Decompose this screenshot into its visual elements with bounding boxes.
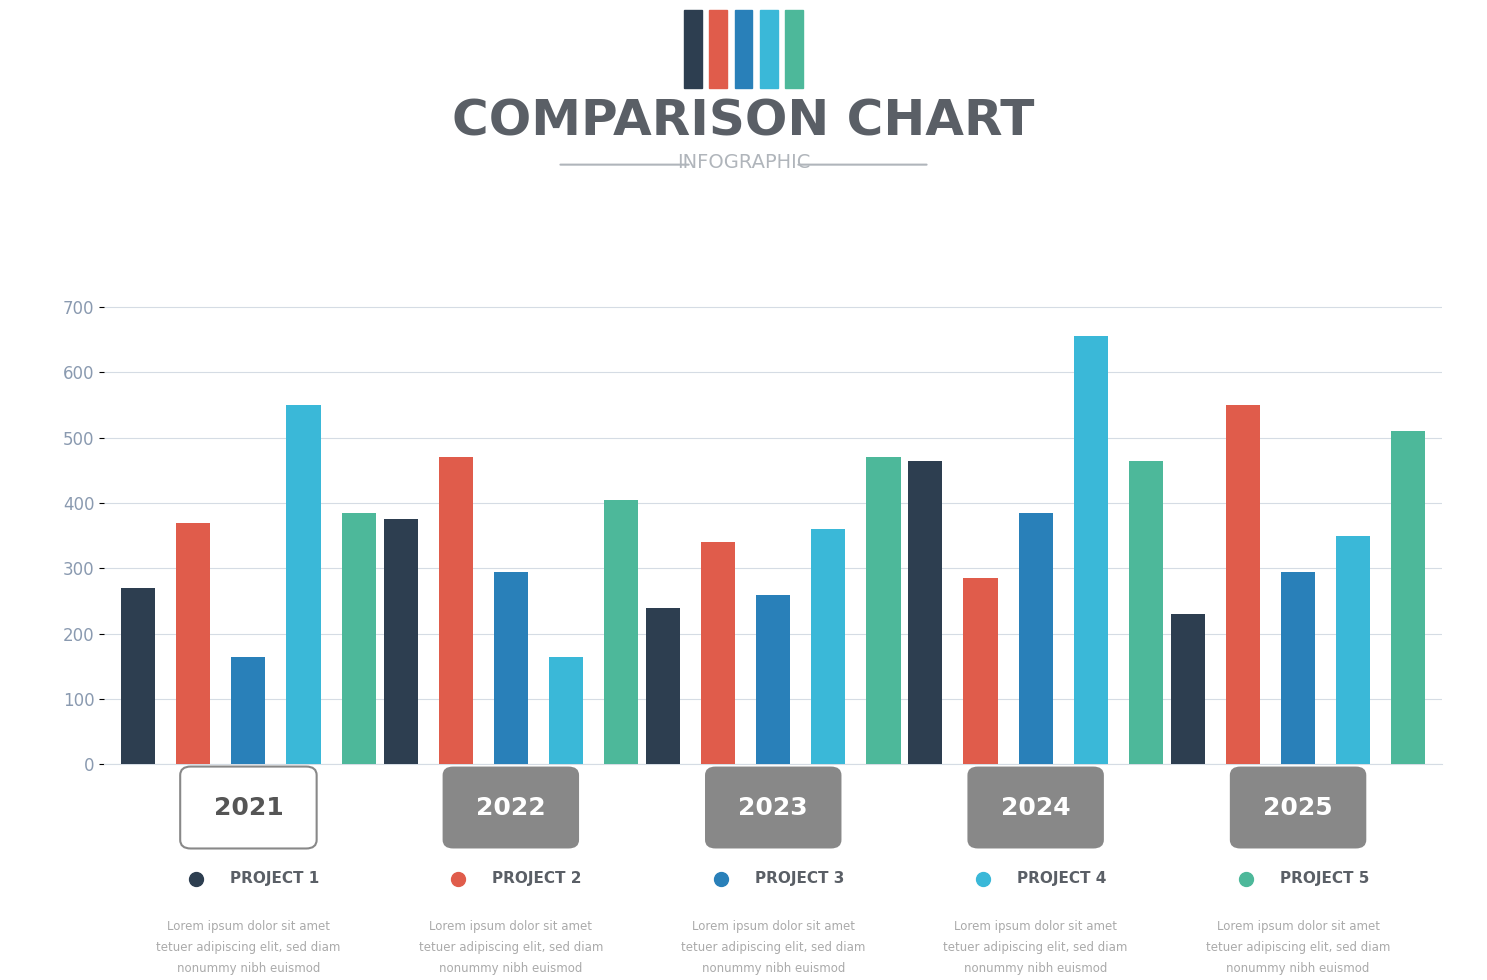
Text: PROJECT 1: PROJECT 1	[230, 871, 320, 886]
Bar	[684, 10, 702, 88]
FancyBboxPatch shape	[180, 766, 317, 849]
Bar	[439, 458, 473, 764]
Text: PROJECT 4: PROJECT 4	[1017, 871, 1106, 886]
Bar	[785, 10, 803, 88]
Text: 2025: 2025	[1264, 796, 1332, 819]
Text: Lorem ipsum dolor sit amet
tetuer adipiscing elit, sed diam
nonummy nibh euismod: Lorem ipsum dolor sit amet tetuer adipis…	[943, 919, 1127, 975]
Text: Lorem ipsum dolor sit amet
tetuer adipiscing elit, sed diam
nonummy nibh euismod: Lorem ipsum dolor sit amet tetuer adipis…	[419, 919, 604, 975]
FancyBboxPatch shape	[1230, 766, 1367, 849]
Bar	[1129, 461, 1163, 764]
Bar	[549, 657, 583, 764]
Bar	[757, 595, 790, 764]
Text: Lorem ipsum dolor sit amet
tetuer adipiscing elit, sed diam
nonummy nibh euismod: Lorem ipsum dolor sit amet tetuer adipis…	[681, 919, 865, 975]
Bar	[232, 657, 266, 764]
Text: Lorem ipsum dolor sit amet
tetuer adipiscing elit, sed diam
nonummy nibh euismod: Lorem ipsum dolor sit amet tetuer adipis…	[1206, 919, 1390, 975]
Text: 2023: 2023	[739, 796, 807, 819]
Bar	[867, 458, 901, 764]
Bar	[177, 522, 210, 764]
Text: INFOGRAPHIC: INFOGRAPHIC	[677, 154, 810, 172]
FancyBboxPatch shape	[968, 766, 1103, 849]
Bar	[735, 10, 752, 88]
Text: 2022: 2022	[476, 796, 546, 819]
Text: COMPARISON CHART: COMPARISON CHART	[452, 98, 1035, 146]
FancyBboxPatch shape	[705, 766, 842, 849]
Bar	[1225, 405, 1259, 764]
Bar	[709, 10, 727, 88]
Bar	[1280, 571, 1315, 764]
Bar	[645, 608, 680, 764]
FancyBboxPatch shape	[443, 766, 578, 849]
Bar	[1019, 513, 1053, 764]
Bar	[760, 10, 778, 88]
Text: PROJECT 2: PROJECT 2	[492, 871, 581, 886]
Bar	[964, 578, 998, 764]
Bar	[909, 461, 943, 764]
Bar	[1392, 431, 1426, 764]
Bar	[342, 513, 376, 764]
Bar	[1074, 336, 1108, 764]
Text: Lorem ipsum dolor sit amet
tetuer adipiscing elit, sed diam
nonummy nibh euismod: Lorem ipsum dolor sit amet tetuer adipis…	[156, 919, 341, 975]
Text: PROJECT 5: PROJECT 5	[1280, 871, 1370, 886]
Text: 2021: 2021	[214, 796, 284, 819]
Text: 2024: 2024	[1001, 796, 1071, 819]
Bar	[287, 405, 321, 764]
Bar	[812, 529, 846, 764]
Bar	[1337, 536, 1370, 764]
Bar	[1170, 614, 1204, 764]
Bar	[120, 588, 155, 764]
Bar	[700, 542, 735, 764]
Bar	[494, 571, 528, 764]
Text: PROJECT 3: PROJECT 3	[755, 871, 845, 886]
Bar	[384, 519, 418, 764]
Bar	[604, 500, 638, 764]
